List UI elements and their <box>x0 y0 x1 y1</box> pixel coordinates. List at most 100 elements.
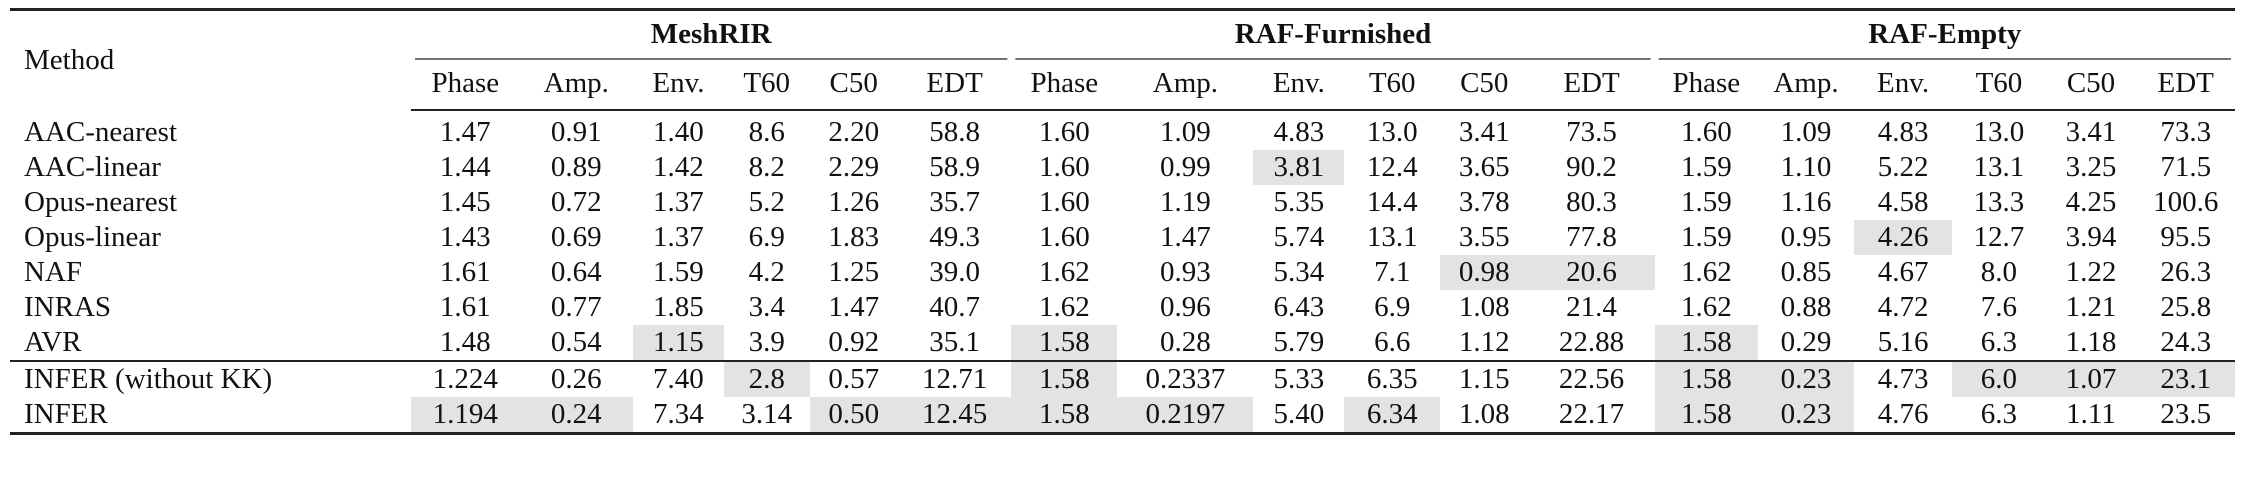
table-cell: 49.3 <box>929 221 980 253</box>
table-cell: 1.59 <box>653 256 704 288</box>
table-cell: 6.3 <box>1980 326 2018 358</box>
table-cell: 1.60 <box>1038 116 1090 148</box>
method-name: AAC-nearest <box>24 115 178 148</box>
metric-header-phase: Phase <box>1654 57 1759 111</box>
table-cell: 40.7 <box>929 291 980 323</box>
metric-header-env: Env. <box>633 57 724 111</box>
table-cell: 0.57 <box>809 360 898 397</box>
table-cell: 1.62 <box>1680 291 1732 323</box>
table-cell: 3.55 <box>1458 221 1510 253</box>
table-cell: 90.2 <box>1566 151 1617 183</box>
table-cell: 3.9 <box>748 326 785 358</box>
table-cell: 1.62 <box>1038 291 1090 323</box>
table-cell: 5.16 <box>1877 326 1929 358</box>
metric-header-env: Env. <box>1853 57 1953 111</box>
table-cell: 0.26 <box>519 360 634 397</box>
table-cell: 2.29 <box>828 151 880 183</box>
table-cell: 5.40 <box>1253 397 1345 435</box>
table-cell: 4.83 <box>1877 116 1929 148</box>
table-cell: 5.22 <box>1877 151 1929 183</box>
table-cell: 35.7 <box>929 186 980 218</box>
table-cell: 25.8 <box>2160 291 2212 323</box>
table-cell: 6.35 <box>1344 360 1441 397</box>
table-cell: 1.60 <box>1038 221 1090 253</box>
table-cell: 6.6 <box>1374 326 1411 358</box>
method-name: Opus-linear <box>24 221 161 253</box>
table-cell: 7.6 <box>1980 291 2018 323</box>
table-cell: 13.0 <box>1973 116 2025 148</box>
table-cell: 3.78 <box>1458 186 1510 218</box>
table-cell: 14.4 <box>1366 186 1418 218</box>
table-cell: 58.9 <box>929 151 980 183</box>
table-cell: 7.34 <box>633 397 724 435</box>
table-cell: 3.14 <box>723 397 810 435</box>
table-cell: 22.56 <box>1528 360 1655 397</box>
table-cell: 4.25 <box>2065 186 2117 218</box>
table-cell: 77.8 <box>1566 221 1617 253</box>
table-cell: 8.0 <box>1980 256 2018 288</box>
table-cell: 4.72 <box>1877 291 1929 323</box>
table-cell: 0.2337 <box>1117 360 1254 397</box>
table-cell: 5.79 <box>1273 326 1325 358</box>
table-cell: 1.58 <box>1011 360 1118 397</box>
table-cell: 0.72 <box>550 186 602 218</box>
table-cell: 7.1 <box>1374 256 1411 288</box>
table-cell: 4.58 <box>1877 186 1929 218</box>
table-cell: 58.8 <box>929 116 980 148</box>
table-cell: 1.62 <box>1680 256 1732 288</box>
table-cell: 71.5 <box>2160 151 2212 183</box>
table-cell: 1.40 <box>653 116 704 148</box>
table-cell: 22.88 <box>1558 326 1625 358</box>
table-cell: 1.48 <box>439 326 491 358</box>
table-cell: 1.09 <box>1780 116 1832 148</box>
table-cell: 73.3 <box>2160 116 2212 148</box>
table-cell: 1.43 <box>439 221 491 253</box>
table-cell: 12.7 <box>1973 221 2025 253</box>
table-cell: 0.54 <box>550 326 602 358</box>
table-cell: 4.83 <box>1273 116 1325 148</box>
table-cell: 20.6 <box>1528 255 1655 290</box>
table-cell: 1.59 <box>1680 151 1732 183</box>
table-cell: 1.08 <box>1458 291 1510 323</box>
table-cell: 0.92 <box>828 326 880 358</box>
table-cell: 1.224 <box>411 360 520 397</box>
table-cell: 1.22 <box>2065 256 2117 288</box>
metric-header-edt: EDT <box>2136 57 2235 111</box>
metric-header-env: Env. <box>1253 57 1345 111</box>
method-name: INRAS <box>24 291 112 323</box>
table-cell: 4.73 <box>1853 360 1953 397</box>
group-header-raf-furnished: RAF-Furnished <box>1011 8 1655 57</box>
metric-header-c50: C50 <box>809 57 898 111</box>
table-row: INFER 1.194 0.24 7.34 3.14 0.50 12.45 1.58 0.219… <box>10 397 2235 435</box>
metric-header-amp: Amp. <box>1117 57 1254 111</box>
table-cell: 5.33 <box>1253 360 1345 397</box>
table-row: NAF 1.61 0.64 1.59 4.2 1.25 39.0 1.62 0.93 5.34 7.… <box>10 255 2235 290</box>
table-cell: 1.60 <box>1038 151 1090 183</box>
table-cell: 23.1 <box>2136 360 2235 397</box>
table-cell: 8.2 <box>748 151 785 183</box>
metric-header-t60: T60 <box>1952 57 2046 111</box>
metric-header-c50: C50 <box>2045 57 2137 111</box>
table-cell: 0.98 <box>1440 255 1529 290</box>
table-cell: 1.47 <box>1160 221 1211 253</box>
table-cell: 24.3 <box>2160 326 2212 358</box>
table-cell: 1.62 <box>1038 256 1090 288</box>
table-cell: 1.15 <box>633 325 724 361</box>
table-cell: 4.2 <box>748 256 785 288</box>
table-cell: 1.59 <box>1680 186 1732 218</box>
table-cell: 3.65 <box>1458 151 1510 183</box>
table-cell: 13.1 <box>1973 151 2025 183</box>
metric-header-edt: EDT <box>897 57 1012 111</box>
table-cell: 1.37 <box>653 221 704 253</box>
table-cell: 95.5 <box>2160 221 2212 253</box>
table-cell: 39.0 <box>929 256 980 288</box>
table-cell: 0.96 <box>1160 291 1211 323</box>
metric-header-amp: Amp. <box>1758 57 1854 111</box>
table-cell: 5.74 <box>1273 221 1325 253</box>
table-row: Opus-linear 1.43 0.69 1.37 6.9 1.83 49.3 1.60 1.… <box>10 220 2235 255</box>
table-cell: 13.3 <box>1973 186 2025 218</box>
table-cell: 0.69 <box>550 221 602 253</box>
table-cell: 1.61 <box>439 291 491 323</box>
table-cell: 5.2 <box>748 186 785 218</box>
table-cell: 1.58 <box>1654 360 1759 397</box>
